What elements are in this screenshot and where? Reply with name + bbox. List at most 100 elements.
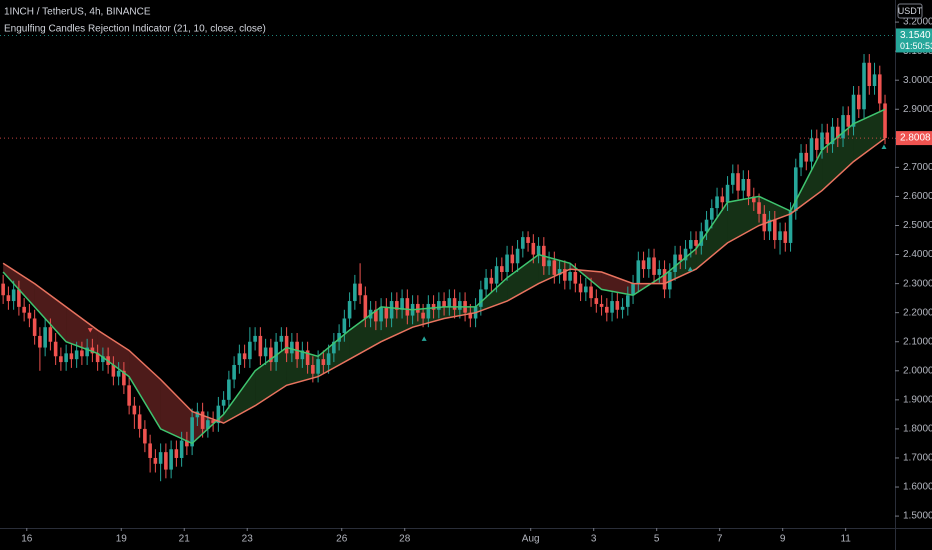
candle-body: [578, 283, 583, 293]
candle-body: [384, 306, 389, 319]
candle-body: [258, 335, 263, 357]
x-tick-label: 3: [591, 534, 597, 545]
candle-body: [820, 132, 824, 150]
y-tick-label: 3.2000: [903, 17, 932, 28]
candle-body: [90, 347, 95, 354]
y-tick-label: 1.6000: [903, 482, 932, 493]
indicator-title: Engulfing Candles Rejection Indicator (2…: [4, 24, 266, 35]
candle-body: [190, 417, 194, 447]
band-fill: [129, 350, 161, 429]
candle-body: [179, 440, 184, 458]
candle-body: [122, 370, 126, 386]
candle-body: [153, 457, 158, 464]
x-tick-label: 5: [654, 534, 660, 545]
candle-body: [683, 248, 688, 261]
candle-body: [85, 347, 89, 357]
candle-body: [116, 370, 121, 377]
y-tick-label: 1.5000: [903, 511, 932, 522]
candle-body: [374, 309, 378, 322]
candle-body: [426, 303, 431, 319]
candle-body: [452, 298, 457, 310]
candle-body: [237, 353, 242, 365]
y-tick-label: 2.2000: [903, 307, 932, 318]
candle-body: [274, 341, 278, 363]
candle-body: [568, 271, 572, 281]
currency-box: [897, 3, 923, 19]
candle-body: [164, 452, 168, 470]
candle-body: [505, 254, 509, 272]
candle-body: [174, 449, 179, 458]
candle-body: [421, 312, 425, 319]
candle-body: [216, 405, 221, 424]
band-fill: [601, 271, 634, 296]
candle-body: [793, 167, 798, 211]
candle-body: [211, 420, 215, 424]
candle-body: [851, 94, 856, 127]
candle-body: [395, 301, 399, 310]
candle-body: [80, 350, 84, 357]
candle-body: [830, 126, 835, 145]
candle-body: [631, 283, 635, 296]
candle-body: [347, 301, 352, 319]
candle-body: [484, 277, 488, 290]
candle-body: [515, 248, 520, 264]
candle-body: [584, 286, 588, 293]
candle-body: [111, 364, 116, 377]
y-tick-label: 2.6000: [903, 191, 932, 202]
candle-body: [652, 257, 656, 275]
bearish-signal: [87, 328, 93, 333]
y-tick-label: 2.0000: [903, 365, 932, 376]
band-fill: [255, 347, 287, 406]
candle-body: [841, 115, 845, 139]
x-tick-label: 28: [399, 534, 411, 545]
candle-body: [53, 341, 58, 357]
band-fill: [381, 306, 413, 342]
candle-body: [27, 312, 32, 319]
y-tick-label: 1.8000: [903, 424, 932, 435]
candle-body: [74, 350, 79, 360]
candle-body: [321, 359, 326, 365]
candle-body: [148, 443, 152, 458]
indicator-line: [2, 137, 886, 424]
candle-body: [788, 210, 793, 243]
candle-body: [599, 303, 604, 307]
x-tick-label: 9: [780, 534, 786, 545]
candle-body: [704, 219, 709, 232]
candle-body: [657, 269, 662, 275]
band-fill: [97, 330, 130, 377]
candle-body: [32, 318, 37, 336]
band-fill: [822, 123, 854, 191]
candle-body: [531, 242, 536, 255]
candle-body: [337, 333, 341, 342]
candle-body: [846, 115, 851, 127]
candle-body: [442, 301, 446, 307]
candle-body: [762, 213, 767, 232]
candle-body: [489, 277, 494, 284]
candle-body: [127, 385, 131, 406]
candle-body: [263, 347, 268, 357]
candle-body: [867, 62, 872, 87]
candle-body: [200, 411, 205, 429]
y-tick-label: 2.9000: [903, 104, 932, 115]
y-tick-label: 1.9000: [903, 394, 932, 405]
candle-body: [615, 301, 620, 310]
candle-body: [48, 327, 53, 342]
candle-body: [468, 312, 473, 319]
candle-body: [332, 341, 336, 354]
candle-body: [526, 237, 530, 243]
candle-body: [363, 295, 368, 319]
candle-body: [536, 245, 541, 255]
chart-title: 1INCH / TetherUS, 4h, BINANCE: [4, 7, 151, 18]
y-tick-label: 2.3000: [903, 278, 932, 289]
price-label-box: [896, 131, 932, 146]
candle-body: [715, 196, 719, 209]
candle-body: [22, 306, 26, 313]
candle-body: [694, 240, 698, 246]
candle-body: [431, 303, 436, 310]
candle-body: [358, 283, 362, 296]
y-tick-label: 2.5000: [903, 220, 932, 231]
x-tick-label: 7: [717, 534, 723, 545]
candle-body: [248, 341, 252, 360]
candle-body: [389, 301, 394, 319]
candle-body: [678, 254, 683, 261]
